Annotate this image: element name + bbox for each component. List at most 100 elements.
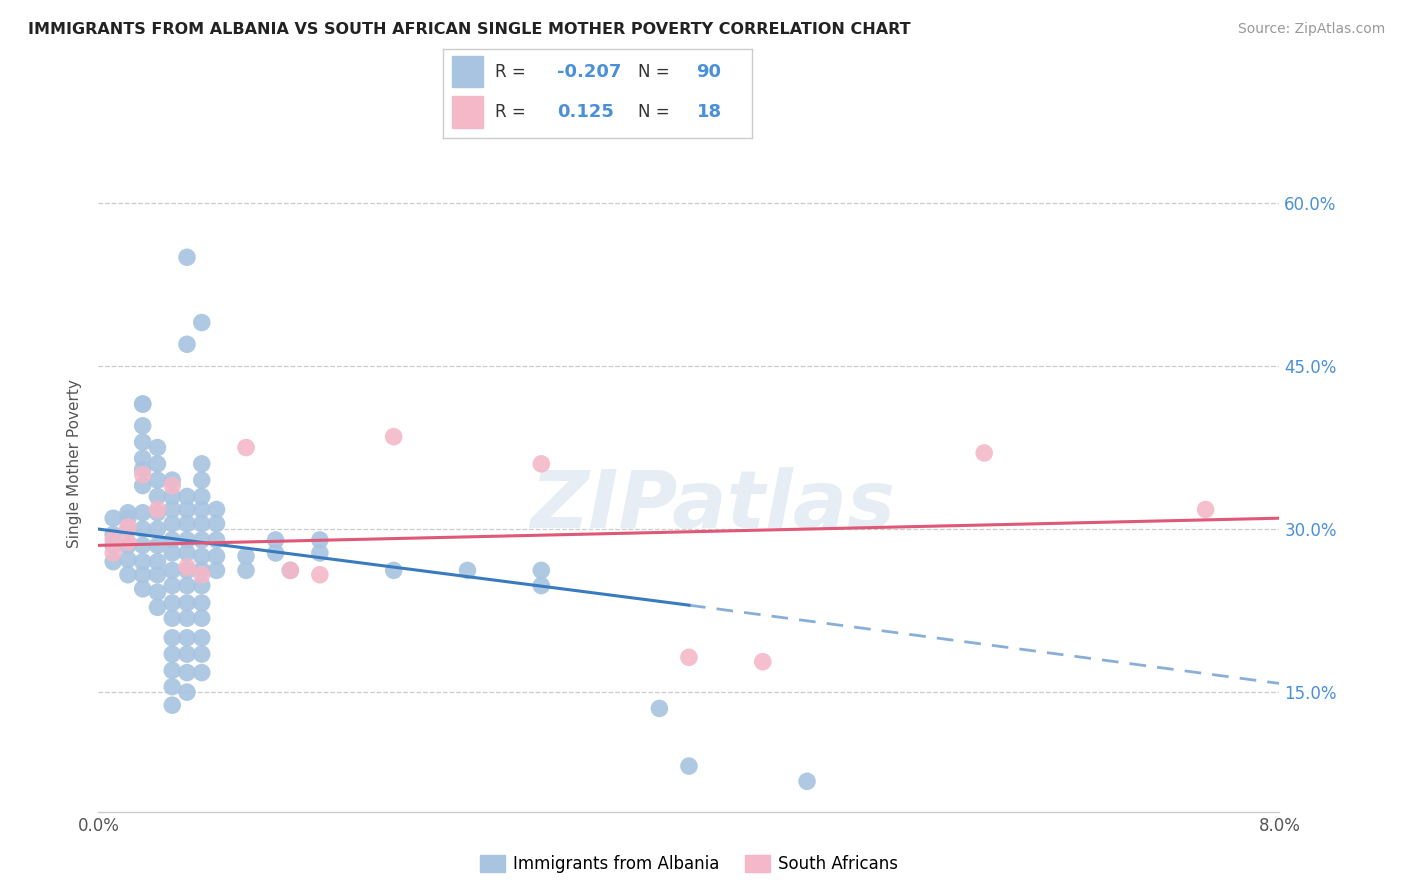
Point bbox=[191, 579, 214, 593]
Point bbox=[162, 473, 183, 487]
Text: R =: R = bbox=[495, 62, 531, 81]
Point bbox=[176, 685, 198, 699]
Point bbox=[132, 451, 155, 466]
Text: 0.125: 0.125 bbox=[557, 103, 614, 121]
Point bbox=[103, 555, 125, 569]
Text: N =: N = bbox=[638, 103, 675, 121]
Point bbox=[176, 579, 198, 593]
Text: R =: R = bbox=[495, 103, 531, 121]
Point bbox=[264, 533, 287, 547]
Point bbox=[103, 546, 125, 560]
Point bbox=[648, 701, 671, 715]
Point bbox=[176, 337, 198, 351]
Text: 18: 18 bbox=[696, 103, 721, 121]
Point bbox=[132, 582, 155, 596]
Point bbox=[132, 478, 155, 492]
Point bbox=[162, 579, 183, 593]
Point bbox=[382, 563, 405, 577]
Point bbox=[796, 774, 818, 789]
Point bbox=[191, 457, 214, 471]
Point bbox=[117, 506, 139, 520]
Point bbox=[191, 549, 214, 564]
Point bbox=[146, 555, 169, 569]
Point bbox=[162, 546, 183, 560]
Point bbox=[146, 522, 169, 536]
Point bbox=[530, 579, 553, 593]
Point bbox=[176, 563, 198, 577]
Point bbox=[191, 647, 214, 661]
Point bbox=[146, 600, 169, 615]
Point bbox=[132, 462, 155, 476]
Point bbox=[191, 516, 214, 531]
Point bbox=[162, 502, 183, 516]
Point bbox=[191, 567, 214, 582]
Point bbox=[132, 397, 155, 411]
Point bbox=[278, 563, 302, 577]
Point bbox=[456, 563, 478, 577]
Point bbox=[117, 535, 139, 549]
Point bbox=[162, 490, 183, 504]
Point bbox=[264, 546, 287, 560]
Point bbox=[146, 473, 169, 487]
Point bbox=[191, 596, 214, 610]
Point bbox=[191, 316, 214, 330]
Point bbox=[132, 418, 155, 433]
Point bbox=[308, 567, 332, 582]
Point bbox=[146, 490, 169, 504]
Point bbox=[176, 516, 198, 531]
Legend: Immigrants from Albania, South Africans: Immigrants from Albania, South Africans bbox=[474, 848, 904, 880]
Point bbox=[162, 647, 183, 661]
Point bbox=[176, 490, 198, 504]
Point bbox=[146, 502, 169, 516]
Point bbox=[530, 457, 553, 471]
Text: IMMIGRANTS FROM ALBANIA VS SOUTH AFRICAN SINGLE MOTHER POVERTY CORRELATION CHART: IMMIGRANTS FROM ALBANIA VS SOUTH AFRICAN… bbox=[28, 22, 911, 37]
Y-axis label: Single Mother Poverty: Single Mother Poverty bbox=[67, 379, 83, 549]
Point bbox=[191, 473, 214, 487]
Point bbox=[162, 611, 183, 625]
Point bbox=[117, 567, 139, 582]
Point bbox=[205, 549, 228, 564]
Point bbox=[103, 538, 125, 552]
Point bbox=[176, 250, 198, 264]
Text: 90: 90 bbox=[696, 62, 721, 81]
Point bbox=[132, 435, 155, 450]
Point bbox=[132, 522, 155, 536]
Point bbox=[117, 520, 139, 534]
Point bbox=[162, 563, 183, 577]
Point bbox=[278, 563, 302, 577]
Text: ZIPatlas: ZIPatlas bbox=[530, 467, 896, 545]
Point bbox=[308, 546, 332, 560]
Point bbox=[176, 502, 198, 516]
Point bbox=[117, 552, 139, 566]
Point bbox=[751, 655, 773, 669]
Point bbox=[191, 611, 214, 625]
Point bbox=[205, 516, 228, 531]
Text: -0.207: -0.207 bbox=[557, 62, 621, 81]
Point bbox=[117, 522, 139, 536]
FancyBboxPatch shape bbox=[453, 96, 484, 128]
Point bbox=[162, 698, 183, 713]
Point bbox=[162, 631, 183, 645]
Point bbox=[308, 533, 332, 547]
Point bbox=[146, 585, 169, 599]
Point bbox=[132, 506, 155, 520]
Point bbox=[973, 446, 995, 460]
Point bbox=[235, 563, 257, 577]
Text: N =: N = bbox=[638, 62, 675, 81]
Point bbox=[132, 397, 155, 411]
Point bbox=[146, 506, 169, 520]
Point bbox=[162, 478, 183, 492]
Point bbox=[678, 759, 700, 773]
Text: Source: ZipAtlas.com: Source: ZipAtlas.com bbox=[1237, 22, 1385, 37]
Point bbox=[103, 511, 125, 525]
Point bbox=[146, 538, 169, 552]
Point bbox=[176, 560, 198, 574]
Point bbox=[162, 680, 183, 694]
FancyBboxPatch shape bbox=[453, 56, 484, 87]
Point bbox=[176, 546, 198, 560]
Point bbox=[1194, 502, 1216, 516]
Point bbox=[176, 596, 198, 610]
Point bbox=[191, 665, 214, 680]
Point bbox=[146, 441, 169, 455]
Point bbox=[235, 549, 257, 564]
